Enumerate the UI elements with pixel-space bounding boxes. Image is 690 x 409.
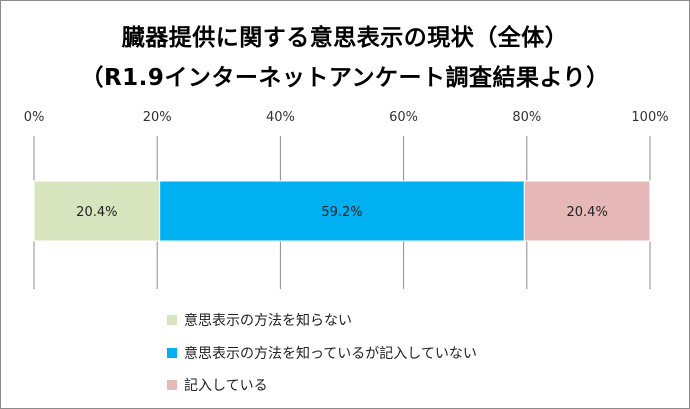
data-label: 59.2% <box>321 205 362 220</box>
x-tick-label: 100% <box>631 110 668 125</box>
legend-label: 記入している <box>184 378 268 394</box>
x-tick-label: 80% <box>512 110 541 125</box>
x-tick-label: 20% <box>143 110 172 125</box>
bar-segment <box>159 180 525 242</box>
chart-title-line2: （R1.9インターネットアンケート調査結果より） <box>80 65 610 91</box>
x-tick-label: 60% <box>389 110 418 125</box>
legend-label: 意思表示の方法を知らない <box>184 313 352 329</box>
data-label: 20.4% <box>76 205 117 220</box>
legend-item: 意思表示の方法を知らない <box>167 311 352 329</box>
legend-label: 意思表示の方法を知っているが記入していない <box>184 346 477 362</box>
x-tick-label: 40% <box>266 110 295 125</box>
data-label: 20.4% <box>567 205 608 220</box>
legend-swatch <box>167 315 177 325</box>
legend-swatch <box>167 348 177 358</box>
x-tick-label: 0% <box>24 110 45 125</box>
legend-swatch <box>167 380 177 390</box>
chart-title-line1: 臓器提供に関する意思表示の現状（全体） <box>121 25 569 51</box>
bar-segment <box>33 180 161 242</box>
bar-segment <box>523 180 651 242</box>
legend-item: 意思表示の方法を知っているが記入していない <box>167 344 477 362</box>
legend-item: 記入している <box>167 376 268 394</box>
